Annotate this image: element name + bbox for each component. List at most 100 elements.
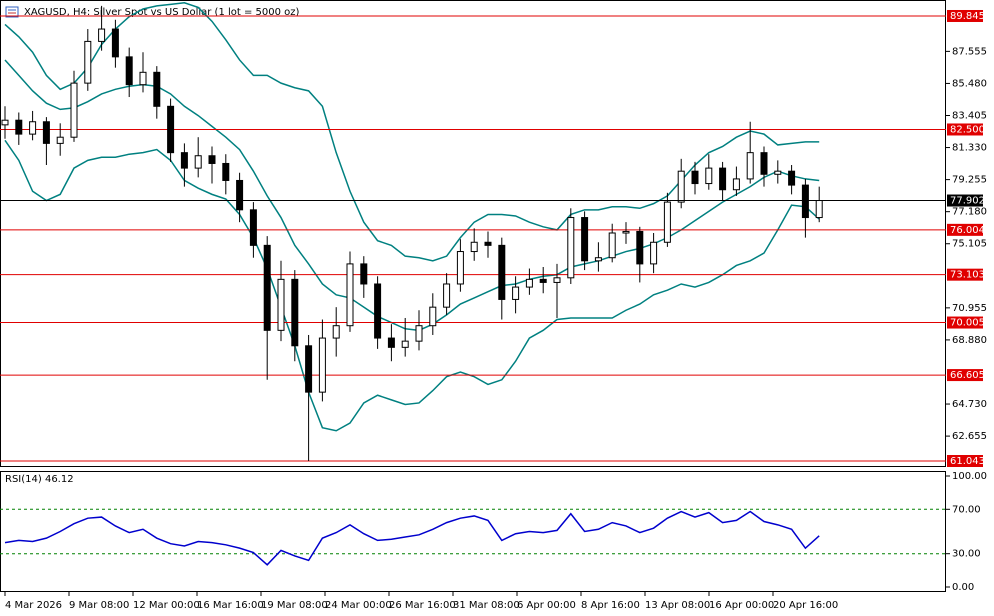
level-label-box: [947, 9, 983, 22]
candle-body: [732, 178, 740, 191]
candle-body: [249, 209, 257, 246]
candle-body: [525, 278, 533, 288]
level-label-box: [947, 316, 983, 329]
candle-body: [801, 184, 809, 219]
x-tick-label: 6 Apr 00:00: [517, 600, 576, 611]
candle-body: [760, 152, 768, 175]
candle-body: [443, 283, 451, 308]
level-label: 89.845: [950, 11, 985, 22]
x-tick-label: 20 Apr 16:00: [773, 600, 838, 611]
y-tick-label: 30.00: [952, 549, 981, 560]
y-tick-label: 75.105: [952, 239, 987, 250]
level-label: 82.500: [950, 124, 985, 135]
rsi-title: RSI(14) 46.12: [5, 474, 74, 485]
candle-body: [111, 28, 119, 58]
candle-body: [470, 241, 478, 253]
candle-body: [663, 201, 671, 243]
candle-body: [484, 241, 492, 246]
candle-body: [608, 232, 616, 259]
candle-body: [622, 230, 630, 234]
chart-title: XAGUSD, H4: Silver Spot vs US Dollar (1 …: [24, 7, 300, 18]
candle-body: [650, 241, 658, 265]
bollinger-lower: [4, 139, 820, 432]
candle-body: [42, 121, 50, 144]
y-tick-label: 100.00: [952, 471, 987, 482]
candle-body: [636, 230, 644, 265]
y-tick-label: 85.480: [952, 78, 987, 89]
level-label: 73.103: [950, 270, 985, 281]
candle-body: [774, 170, 782, 175]
candle-body: [153, 71, 161, 107]
candle-body: [139, 71, 147, 86]
symbol-icon: [5, 6, 19, 18]
x-tick-label: 26 Mar 16:00: [389, 600, 456, 611]
candle-body: [167, 105, 175, 154]
candle-body: [222, 162, 230, 181]
candle-body: [194, 155, 202, 169]
y-tick-label: 0.00: [952, 582, 974, 593]
candle-body: [360, 263, 368, 285]
candle-body: [84, 40, 92, 84]
candle-body: [236, 179, 244, 211]
rsi-panel-frame: [0, 471, 946, 592]
candle-body: [456, 251, 464, 285]
candle-body: [125, 56, 133, 86]
x-tick-label: 16 Mar 16:00: [197, 600, 264, 611]
y-tick-label: 70.955: [952, 303, 987, 314]
candle-body: [594, 257, 602, 262]
candle-body: [346, 263, 354, 327]
candle-body: [98, 28, 106, 42]
current-price-box: [947, 194, 983, 207]
candle-body: [15, 119, 23, 135]
level-label: 70.005: [950, 318, 985, 329]
y-tick-label: 83.405: [952, 110, 987, 121]
candle-body: [374, 283, 382, 339]
x-tick-label: 24 Mar 00:00: [325, 600, 392, 611]
y-tick-label: 62.655: [952, 431, 987, 442]
candle-body: [512, 286, 520, 300]
y-tick-label: 79.255: [952, 175, 987, 186]
price-panel-frame: [0, 0, 946, 467]
candle-body: [746, 152, 754, 180]
candle-body: [429, 306, 437, 327]
candle-body: [29, 121, 37, 135]
level-label-box: [947, 268, 983, 281]
candle-body: [788, 170, 796, 186]
candle-body: [305, 345, 313, 393]
level-label-box: [947, 223, 983, 236]
y-tick-label: 70.00: [952, 504, 981, 515]
x-tick-label: 8 Apr 16:00: [581, 600, 640, 611]
candle-body: [498, 244, 506, 300]
level-label: 76.004: [950, 225, 985, 236]
y-tick-label: 64.730: [952, 399, 987, 410]
current-price-label: 77.902: [950, 196, 985, 207]
y-tick-label: 68.880: [952, 335, 987, 346]
candle-body: [581, 217, 589, 262]
candle-body: [539, 278, 547, 283]
candle-body: [705, 167, 713, 185]
candle-body: [719, 167, 727, 191]
candle-body: [332, 325, 340, 339]
level-label-box: [947, 455, 983, 468]
y-tick-label: 81.330: [952, 143, 987, 154]
candle-body: [1, 119, 9, 126]
x-tick-label: 31 Mar 08:00: [453, 600, 520, 611]
x-tick-label: 16 Apr 00:00: [709, 600, 774, 611]
candle-body: [70, 82, 78, 138]
candle-body: [401, 340, 409, 348]
candle-body: [263, 244, 271, 331]
candle-body: [567, 217, 575, 279]
x-tick-label: 4 Mar 2026: [5, 600, 62, 611]
candle-body: [208, 155, 216, 164]
candle-body: [291, 278, 299, 347]
candle-body: [318, 337, 326, 393]
x-tick-label: 9 Mar 08:00: [69, 600, 129, 611]
x-tick-label: 19 Mar 08:00: [261, 600, 328, 611]
x-tick-label: 13 Apr 08:00: [645, 600, 710, 611]
level-label: 61.043: [950, 456, 985, 467]
y-tick-label: 77.180: [952, 207, 987, 218]
candle-body: [415, 325, 423, 342]
